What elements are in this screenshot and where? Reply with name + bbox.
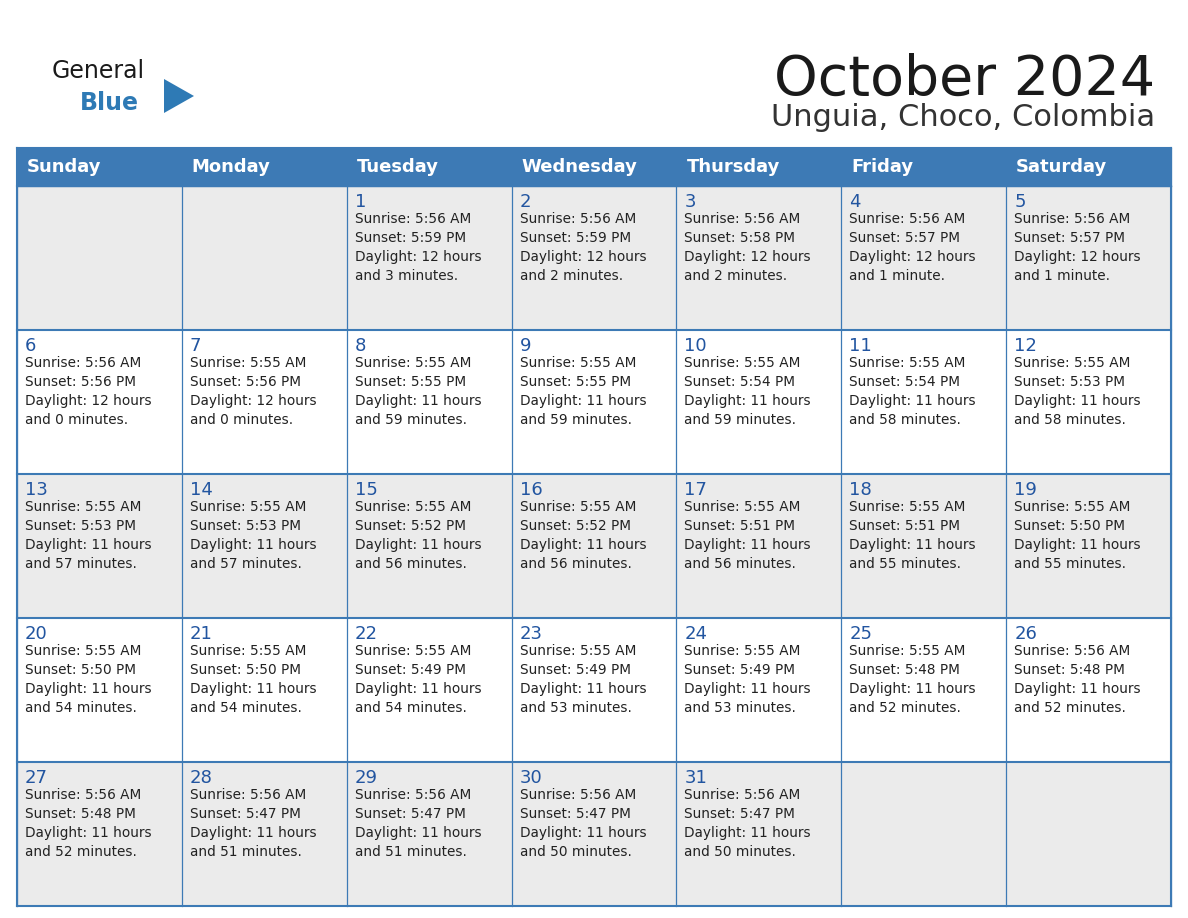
- Text: 19: 19: [1015, 481, 1037, 499]
- Text: 17: 17: [684, 481, 707, 499]
- Text: 16: 16: [519, 481, 542, 499]
- Text: 18: 18: [849, 481, 872, 499]
- Text: 4: 4: [849, 193, 861, 211]
- Text: Sunrise: 5:55 AM
Sunset: 5:54 PM
Daylight: 11 hours
and 58 minutes.: Sunrise: 5:55 AM Sunset: 5:54 PM Dayligh…: [849, 356, 975, 427]
- Text: Unguia, Choco, Colombia: Unguia, Choco, Colombia: [771, 103, 1155, 132]
- Text: Sunrise: 5:55 AM
Sunset: 5:50 PM
Daylight: 11 hours
and 55 minutes.: Sunrise: 5:55 AM Sunset: 5:50 PM Dayligh…: [1015, 500, 1140, 571]
- Text: 3: 3: [684, 193, 696, 211]
- Text: Tuesday: Tuesday: [356, 158, 438, 176]
- Text: Sunrise: 5:55 AM
Sunset: 5:52 PM
Daylight: 11 hours
and 56 minutes.: Sunrise: 5:55 AM Sunset: 5:52 PM Dayligh…: [355, 500, 481, 571]
- Text: Sunrise: 5:56 AM
Sunset: 5:47 PM
Daylight: 11 hours
and 51 minutes.: Sunrise: 5:56 AM Sunset: 5:47 PM Dayligh…: [355, 788, 481, 859]
- Text: 28: 28: [190, 769, 213, 787]
- Text: 11: 11: [849, 337, 872, 355]
- Bar: [17, 762, 1171, 906]
- Text: Sunrise: 5:55 AM
Sunset: 5:51 PM
Daylight: 11 hours
and 56 minutes.: Sunrise: 5:55 AM Sunset: 5:51 PM Dayligh…: [684, 500, 811, 571]
- Text: 24: 24: [684, 625, 707, 643]
- Text: Sunrise: 5:56 AM
Sunset: 5:47 PM
Daylight: 11 hours
and 50 minutes.: Sunrise: 5:56 AM Sunset: 5:47 PM Dayligh…: [519, 788, 646, 859]
- Text: Sunrise: 5:55 AM
Sunset: 5:54 PM
Daylight: 11 hours
and 59 minutes.: Sunrise: 5:55 AM Sunset: 5:54 PM Dayligh…: [684, 356, 811, 427]
- Text: 20: 20: [25, 625, 48, 643]
- Text: 10: 10: [684, 337, 707, 355]
- Text: Sunrise: 5:55 AM
Sunset: 5:50 PM
Daylight: 11 hours
and 54 minutes.: Sunrise: 5:55 AM Sunset: 5:50 PM Dayligh…: [25, 644, 152, 715]
- Text: Sunrise: 5:56 AM
Sunset: 5:59 PM
Daylight: 12 hours
and 3 minutes.: Sunrise: 5:56 AM Sunset: 5:59 PM Dayligh…: [355, 212, 481, 283]
- Text: 5: 5: [1015, 193, 1025, 211]
- Text: Sunrise: 5:55 AM
Sunset: 5:52 PM
Daylight: 11 hours
and 56 minutes.: Sunrise: 5:55 AM Sunset: 5:52 PM Dayligh…: [519, 500, 646, 571]
- Text: Sunrise: 5:55 AM
Sunset: 5:50 PM
Daylight: 11 hours
and 54 minutes.: Sunrise: 5:55 AM Sunset: 5:50 PM Dayligh…: [190, 644, 316, 715]
- Text: 23: 23: [519, 625, 543, 643]
- Text: Saturday: Saturday: [1016, 158, 1107, 176]
- Text: Sunrise: 5:56 AM
Sunset: 5:57 PM
Daylight: 12 hours
and 1 minute.: Sunrise: 5:56 AM Sunset: 5:57 PM Dayligh…: [849, 212, 975, 283]
- Text: Sunrise: 5:56 AM
Sunset: 5:47 PM
Daylight: 11 hours
and 50 minutes.: Sunrise: 5:56 AM Sunset: 5:47 PM Dayligh…: [684, 788, 811, 859]
- Bar: [17, 330, 1171, 474]
- Text: 26: 26: [1015, 625, 1037, 643]
- Text: Sunrise: 5:56 AM
Sunset: 5:48 PM
Daylight: 11 hours
and 52 minutes.: Sunrise: 5:56 AM Sunset: 5:48 PM Dayligh…: [25, 788, 152, 859]
- Text: 15: 15: [355, 481, 378, 499]
- Text: Sunrise: 5:55 AM
Sunset: 5:49 PM
Daylight: 11 hours
and 54 minutes.: Sunrise: 5:55 AM Sunset: 5:49 PM Dayligh…: [355, 644, 481, 715]
- Text: 30: 30: [519, 769, 542, 787]
- Text: 21: 21: [190, 625, 213, 643]
- Text: 25: 25: [849, 625, 872, 643]
- Bar: [17, 186, 1171, 330]
- Bar: [17, 618, 1171, 762]
- Text: Sunrise: 5:55 AM
Sunset: 5:51 PM
Daylight: 11 hours
and 55 minutes.: Sunrise: 5:55 AM Sunset: 5:51 PM Dayligh…: [849, 500, 975, 571]
- Text: 9: 9: [519, 337, 531, 355]
- Text: Wednesday: Wednesday: [522, 158, 638, 176]
- Text: Sunrise: 5:55 AM
Sunset: 5:53 PM
Daylight: 11 hours
and 57 minutes.: Sunrise: 5:55 AM Sunset: 5:53 PM Dayligh…: [190, 500, 316, 571]
- Text: Sunday: Sunday: [27, 158, 101, 176]
- Text: Sunrise: 5:55 AM
Sunset: 5:56 PM
Daylight: 12 hours
and 0 minutes.: Sunrise: 5:55 AM Sunset: 5:56 PM Dayligh…: [190, 356, 316, 427]
- Text: Sunrise: 5:56 AM
Sunset: 5:56 PM
Daylight: 12 hours
and 0 minutes.: Sunrise: 5:56 AM Sunset: 5:56 PM Dayligh…: [25, 356, 152, 427]
- Text: Thursday: Thursday: [687, 158, 779, 176]
- Text: Sunrise: 5:55 AM
Sunset: 5:55 PM
Daylight: 11 hours
and 59 minutes.: Sunrise: 5:55 AM Sunset: 5:55 PM Dayligh…: [355, 356, 481, 427]
- Text: 27: 27: [25, 769, 48, 787]
- Text: 2: 2: [519, 193, 531, 211]
- Text: October 2024: October 2024: [773, 53, 1155, 107]
- Text: 29: 29: [355, 769, 378, 787]
- Text: Sunrise: 5:56 AM
Sunset: 5:59 PM
Daylight: 12 hours
and 2 minutes.: Sunrise: 5:56 AM Sunset: 5:59 PM Dayligh…: [519, 212, 646, 283]
- Text: Sunrise: 5:55 AM
Sunset: 5:53 PM
Daylight: 11 hours
and 58 minutes.: Sunrise: 5:55 AM Sunset: 5:53 PM Dayligh…: [1015, 356, 1140, 427]
- Text: 14: 14: [190, 481, 213, 499]
- Text: Sunrise: 5:56 AM
Sunset: 5:57 PM
Daylight: 12 hours
and 1 minute.: Sunrise: 5:56 AM Sunset: 5:57 PM Dayligh…: [1015, 212, 1140, 283]
- Text: Sunrise: 5:56 AM
Sunset: 5:58 PM
Daylight: 12 hours
and 2 minutes.: Sunrise: 5:56 AM Sunset: 5:58 PM Dayligh…: [684, 212, 811, 283]
- Bar: [17, 474, 1171, 618]
- Text: 12: 12: [1015, 337, 1037, 355]
- Text: Sunrise: 5:56 AM
Sunset: 5:48 PM
Daylight: 11 hours
and 52 minutes.: Sunrise: 5:56 AM Sunset: 5:48 PM Dayligh…: [1015, 644, 1140, 715]
- Text: Sunrise: 5:55 AM
Sunset: 5:48 PM
Daylight: 11 hours
and 52 minutes.: Sunrise: 5:55 AM Sunset: 5:48 PM Dayligh…: [849, 644, 975, 715]
- Text: 1: 1: [355, 193, 366, 211]
- Text: 8: 8: [355, 337, 366, 355]
- Text: Sunrise: 5:55 AM
Sunset: 5:53 PM
Daylight: 11 hours
and 57 minutes.: Sunrise: 5:55 AM Sunset: 5:53 PM Dayligh…: [25, 500, 152, 571]
- Text: Monday: Monday: [191, 158, 271, 176]
- Text: Sunrise: 5:56 AM
Sunset: 5:47 PM
Daylight: 11 hours
and 51 minutes.: Sunrise: 5:56 AM Sunset: 5:47 PM Dayligh…: [190, 788, 316, 859]
- Text: 22: 22: [355, 625, 378, 643]
- Polygon shape: [164, 79, 194, 113]
- Text: Friday: Friday: [852, 158, 914, 176]
- Text: 7: 7: [190, 337, 201, 355]
- Text: 6: 6: [25, 337, 37, 355]
- Bar: [17, 148, 1171, 186]
- Text: Sunrise: 5:55 AM
Sunset: 5:55 PM
Daylight: 11 hours
and 59 minutes.: Sunrise: 5:55 AM Sunset: 5:55 PM Dayligh…: [519, 356, 646, 427]
- Text: 31: 31: [684, 769, 707, 787]
- Text: 13: 13: [25, 481, 48, 499]
- Text: Sunrise: 5:55 AM
Sunset: 5:49 PM
Daylight: 11 hours
and 53 minutes.: Sunrise: 5:55 AM Sunset: 5:49 PM Dayligh…: [684, 644, 811, 715]
- Text: Sunrise: 5:55 AM
Sunset: 5:49 PM
Daylight: 11 hours
and 53 minutes.: Sunrise: 5:55 AM Sunset: 5:49 PM Dayligh…: [519, 644, 646, 715]
- Text: Blue: Blue: [80, 91, 139, 115]
- Text: General: General: [52, 59, 145, 83]
